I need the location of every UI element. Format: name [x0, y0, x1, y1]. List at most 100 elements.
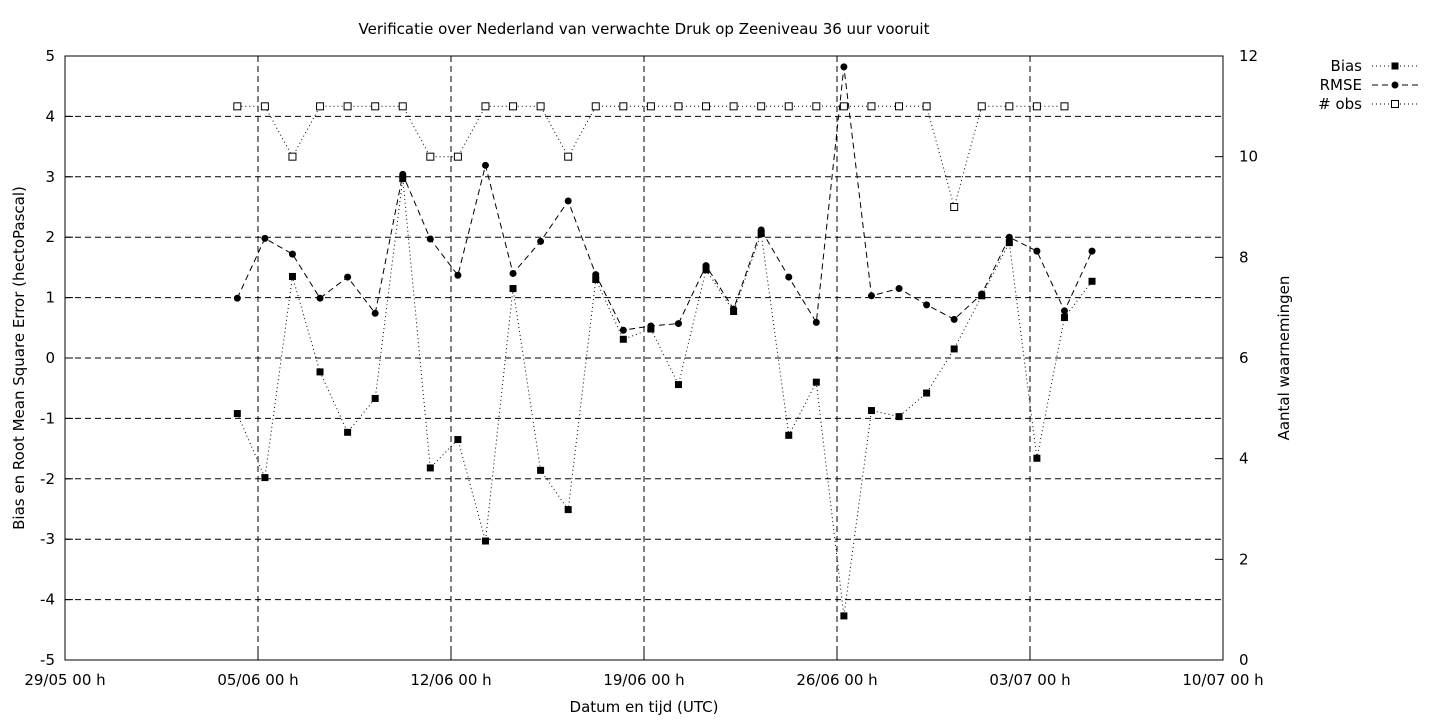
obs-point	[895, 102, 904, 111]
bias-point	[261, 474, 269, 482]
obs-line	[237, 105, 1065, 209]
y-tick-label: 5	[45, 47, 55, 65]
rmse-point	[454, 271, 462, 279]
x-tick-label: 10/07 00 h	[1182, 671, 1263, 689]
bias-point	[1391, 62, 1399, 70]
bias-point	[895, 413, 903, 421]
bias-point	[950, 345, 958, 353]
legend-label-rmse: RMSE	[1320, 76, 1362, 94]
rmse-point	[730, 305, 738, 313]
rmse-point	[316, 294, 324, 302]
legend-label-bias: Bias	[1331, 57, 1363, 75]
rmse-point	[426, 235, 434, 243]
bias-point	[537, 466, 545, 474]
rmse-point	[950, 315, 958, 323]
obs-point	[398, 102, 407, 111]
obs-point	[674, 102, 683, 111]
rmse-point	[399, 170, 407, 178]
obs-point	[702, 102, 711, 111]
obs-point	[1005, 102, 1014, 111]
obs-point	[509, 102, 518, 111]
bias-point	[757, 230, 765, 238]
obs-point	[564, 152, 573, 161]
obs-point	[729, 102, 738, 111]
obs-point	[1060, 102, 1069, 111]
bias-point	[371, 394, 379, 402]
y-tick-label: -5	[40, 651, 55, 669]
rmse-point	[867, 292, 875, 300]
y2-tick-label: 12	[1239, 47, 1258, 65]
y2-tick-label: 0	[1239, 651, 1249, 669]
rmse-point	[1005, 233, 1013, 241]
bias-point	[316, 368, 324, 376]
rmse-point	[1391, 81, 1399, 89]
y-tick-label: 2	[45, 228, 55, 246]
bias-point	[481, 537, 489, 545]
bias-point	[564, 506, 572, 514]
obs-point	[371, 102, 380, 111]
bias-series	[233, 175, 1096, 620]
y-tick-label: -4	[40, 591, 55, 609]
bias-point	[674, 381, 682, 389]
y-tick-label: 1	[45, 289, 55, 307]
bias-point	[619, 335, 627, 343]
bias-point	[785, 431, 793, 439]
obs-point	[922, 102, 931, 111]
obs-series	[233, 102, 1069, 211]
bias-point	[592, 275, 600, 283]
y-tick-label: 4	[45, 107, 55, 125]
bias-point	[233, 410, 241, 418]
obs-point	[784, 102, 793, 111]
rmse-point	[509, 269, 517, 277]
rmse-point	[978, 290, 986, 298]
x-tick-label: 03/07 00 h	[989, 671, 1070, 689]
x-tick-label: 12/06 00 h	[410, 671, 491, 689]
y2-axis-label: Aantal waarnemingen	[1275, 276, 1293, 441]
bias-point	[923, 389, 931, 397]
rmse-point	[1060, 307, 1068, 315]
bias-point	[509, 285, 517, 293]
bias-line	[236, 178, 1093, 616]
rmse-point	[840, 63, 848, 71]
obs-point	[481, 102, 490, 111]
rmse-point	[288, 250, 296, 258]
rmse-point	[674, 320, 682, 328]
obs-point	[812, 102, 821, 111]
x-tick-label: 05/06 00 h	[217, 671, 298, 689]
rmse-point	[702, 262, 710, 270]
bias-point	[426, 464, 434, 472]
y2-tick-label: 6	[1239, 349, 1249, 367]
obs-point	[619, 102, 628, 111]
rmse-point	[812, 318, 820, 326]
obs-point	[288, 152, 297, 161]
bias-point	[288, 272, 296, 280]
x-tick-label: 29/05 00 h	[24, 671, 105, 689]
obs-point	[1391, 100, 1399, 108]
bias-point	[399, 175, 407, 183]
obs-point	[646, 102, 655, 111]
rmse-point	[592, 271, 600, 279]
obs-point	[453, 152, 462, 161]
x-tick-label: 26/06 00 h	[796, 671, 877, 689]
bias-point	[1005, 239, 1013, 247]
y-axis-label: Bias en Root Mean Square Error (hectoPas…	[10, 186, 28, 530]
bias-point	[454, 436, 462, 444]
obs-point	[260, 102, 269, 111]
y-tick-label: -1	[40, 409, 55, 427]
y-tick-label: 0	[45, 349, 55, 367]
obs-point	[977, 102, 986, 111]
x-tick-label: 19/06 00 h	[603, 671, 684, 689]
bias-point	[702, 266, 710, 274]
obs-point	[1032, 102, 1041, 111]
rmse-point	[261, 234, 269, 242]
rmse-point	[1033, 247, 1041, 255]
y-tick-label: 3	[45, 168, 55, 186]
bias-point	[867, 407, 875, 415]
rmse-line	[236, 66, 1093, 331]
y-tick-label: -3	[40, 530, 55, 548]
chart-title: Verificatie over Nederland van verwachte…	[359, 20, 930, 38]
rmse-point	[1088, 247, 1096, 255]
